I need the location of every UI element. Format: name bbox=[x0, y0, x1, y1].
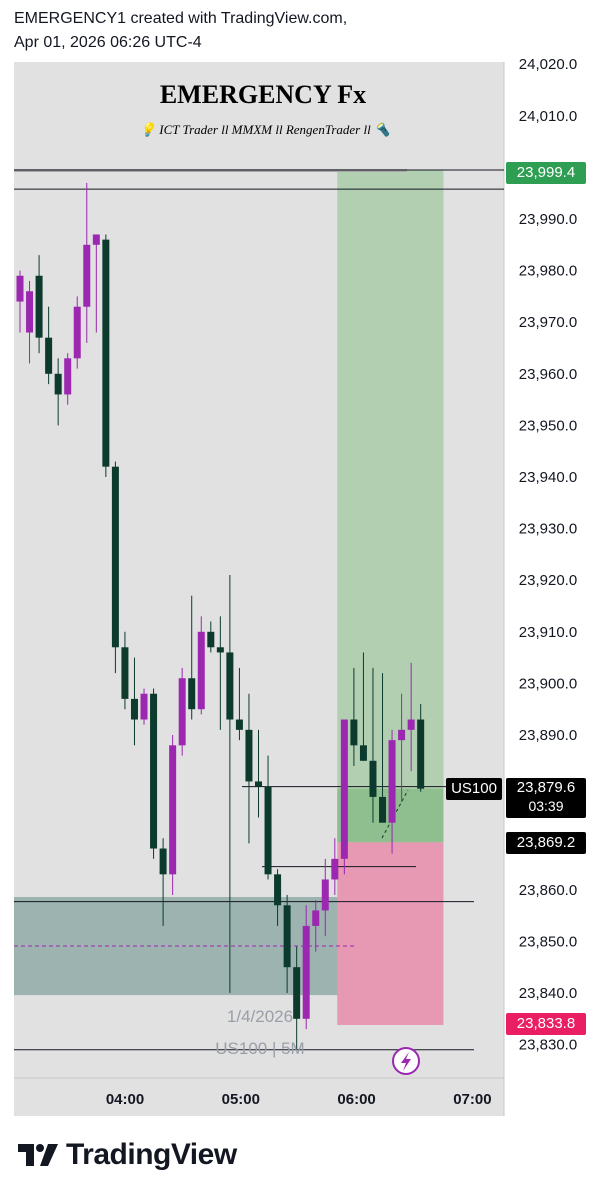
target-price-tag: 23,999.4 bbox=[506, 162, 586, 184]
candle-body bbox=[359, 745, 367, 761]
stop-price-tag: 23,833.8 bbox=[506, 1013, 586, 1035]
candle-body bbox=[340, 719, 348, 859]
candle-body bbox=[140, 693, 148, 720]
symbol-tag: US100 bbox=[446, 778, 502, 800]
price-axis[interactable]: 24,020.0 24,010.0 23,990.0 23,980.0 23,970.0… bbox=[519, 56, 577, 1053]
candle-body bbox=[312, 910, 320, 926]
candle-body bbox=[35, 275, 43, 338]
price-tick-label: 23,940.0 bbox=[519, 469, 577, 486]
candle-body bbox=[111, 466, 119, 648]
candle-body bbox=[417, 719, 425, 789]
price-tick-label: 23,960.0 bbox=[519, 366, 577, 383]
watermark-symbol: US100 | 5M bbox=[215, 1039, 305, 1058]
candle-body bbox=[102, 239, 110, 467]
candle-body bbox=[45, 337, 53, 374]
zones-layer bbox=[14, 169, 444, 1025]
time-tick-label: 04:00 bbox=[106, 1091, 144, 1108]
price-tick-label: 23,920.0 bbox=[519, 572, 577, 589]
price-tick-label: 23,980.0 bbox=[519, 263, 577, 280]
price-tick-label: 23,900.0 bbox=[519, 675, 577, 692]
candle-body bbox=[207, 631, 215, 648]
tradingview-logo-icon bbox=[18, 1144, 58, 1166]
price-tick-label: 24,020.0 bbox=[519, 56, 577, 73]
price-tick-label: 23,850.0 bbox=[519, 933, 577, 950]
price-tick-label: 24,010.0 bbox=[519, 108, 577, 125]
candle-body bbox=[216, 647, 224, 653]
candle-body bbox=[274, 874, 282, 906]
price-tick-label: 23,950.0 bbox=[519, 417, 577, 434]
candle-body bbox=[379, 796, 387, 823]
header-timestamp: Apr 01, 2026 06:26 UTC-4 bbox=[14, 34, 202, 51]
candle-body bbox=[331, 858, 339, 880]
chart-title: EMERGENCY Fx bbox=[159, 80, 367, 109]
candle-body bbox=[369, 760, 377, 797]
level-lines-layer bbox=[14, 169, 504, 1051]
candle-body bbox=[302, 925, 310, 1019]
stop-zone bbox=[337, 842, 444, 1025]
time-tick-label: 05:00 bbox=[222, 1091, 260, 1108]
candle-body bbox=[16, 275, 24, 302]
candle-body bbox=[92, 234, 100, 245]
last-price-value: 23,879.6 bbox=[516, 779, 576, 796]
watermark-date: 1/4/2026 bbox=[226, 1007, 294, 1026]
bar-countdown: 03:39 bbox=[528, 798, 564, 814]
time-tick-label: 07:00 bbox=[453, 1091, 491, 1108]
footer-logo: TradingView bbox=[18, 1138, 237, 1172]
candle-body bbox=[388, 740, 396, 823]
price-tick-label: 23,830.0 bbox=[519, 1037, 577, 1054]
alert-bolt-icon[interactable] bbox=[392, 1047, 420, 1075]
candle-body bbox=[255, 781, 262, 787]
candle-body bbox=[83, 244, 91, 307]
chart-subtitle: 💡 ICT Trader ll MMXM ll RengenTrader ll … bbox=[139, 122, 391, 137]
candle-body bbox=[64, 358, 72, 395]
candle-body bbox=[121, 647, 129, 699]
candle-body bbox=[226, 652, 234, 720]
candle-body bbox=[235, 719, 243, 730]
candle-body bbox=[169, 745, 177, 875]
price-tick-label: 23,970.0 bbox=[519, 314, 577, 331]
candle-body bbox=[245, 729, 253, 782]
candle-body bbox=[188, 678, 196, 710]
price-tick-label: 23,990.0 bbox=[519, 211, 577, 228]
price-tick-label: 23,860.0 bbox=[519, 882, 577, 899]
entry-price-tag: 23,869.2 bbox=[506, 832, 586, 854]
price-tick-label: 23,930.0 bbox=[519, 521, 577, 538]
header-title: EMERGENCY1 created with TradingView.com, bbox=[14, 10, 348, 27]
candle-body bbox=[293, 967, 301, 1019]
last-price-tag: 23,879.6 03:39 bbox=[506, 778, 586, 818]
candle-body bbox=[26, 291, 34, 333]
candle-body bbox=[150, 693, 158, 849]
price-tick-label: 23,910.0 bbox=[519, 624, 577, 641]
candle-body bbox=[130, 698, 138, 720]
candles-layer bbox=[16, 182, 425, 1050]
candle-body bbox=[264, 786, 272, 875]
time-axis[interactable]: 04:00 05:00 06:00 07:00 bbox=[106, 1091, 492, 1108]
candle-body bbox=[407, 719, 415, 730]
candle-body bbox=[283, 905, 291, 968]
candle-body bbox=[159, 848, 167, 875]
title-separator bbox=[14, 169, 407, 172]
candle-body bbox=[73, 306, 81, 359]
price-tick-label: 23,890.0 bbox=[519, 727, 577, 744]
candle-body bbox=[321, 879, 329, 911]
time-axis-background bbox=[14, 1078, 504, 1116]
footer-brand: TradingView bbox=[66, 1138, 237, 1171]
candle-body bbox=[197, 631, 205, 710]
candle-body bbox=[178, 678, 186, 746]
price-tick-label: 23,840.0 bbox=[519, 985, 577, 1002]
candle-body bbox=[350, 719, 358, 746]
candle-body bbox=[54, 373, 62, 395]
candle-body bbox=[398, 729, 406, 741]
time-tick-label: 06:00 bbox=[337, 1091, 375, 1108]
